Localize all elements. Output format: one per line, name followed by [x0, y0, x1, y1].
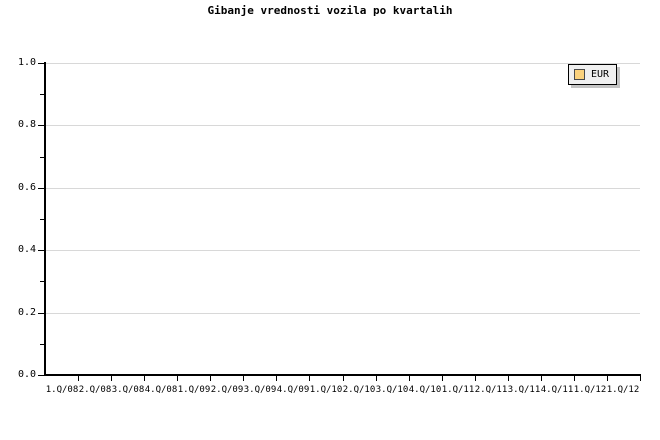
x-axis-label: 3.Q/08	[111, 385, 145, 395]
x-axis-label: 3.Q/10	[375, 385, 409, 395]
x-axis-label: 1.Q/12	[606, 385, 640, 395]
x-axis-label: 1.Q/09	[177, 385, 211, 395]
y-axis-tick-minor	[40, 156, 44, 158]
x-axis-tick	[475, 376, 476, 381]
legend-label: EUR	[591, 69, 610, 80]
gridline	[45, 125, 640, 127]
x-axis-label: 4.Q/10	[408, 385, 442, 395]
x-axis-label: 2.Q/08	[78, 385, 112, 395]
y-axis-label: 1.0	[17, 57, 36, 68]
gridline	[45, 63, 640, 64]
x-axis-label: 4.Q/09	[276, 385, 310, 395]
plot-area	[45, 63, 640, 375]
x-axis-tick	[409, 376, 410, 381]
x-axis-label: 1.Q/11	[441, 385, 475, 395]
y-axis-tick-major	[38, 250, 44, 252]
x-axis-label: 2.Q/10	[342, 385, 376, 395]
x-axis-label: 3.Q/11	[507, 385, 541, 395]
x-axis-tick	[177, 376, 178, 381]
x-axis-tick	[376, 376, 377, 381]
x-axis-tick	[607, 376, 608, 381]
y-axis-label-group: 0.0 0.2 0.4 0.6 0.8 1.0	[0, 0, 36, 440]
y-axis-tick-major	[38, 125, 44, 127]
y-axis-label: 0.0	[17, 369, 36, 380]
legend-box[interactable]: EUR	[568, 64, 618, 85]
x-axis-label: 2.Q/11	[474, 385, 508, 395]
x-axis-tick	[309, 376, 310, 381]
gridline	[45, 250, 640, 252]
y-axis-label: 0.6	[17, 181, 36, 193]
x-axis-label: 2.Q/09	[210, 385, 244, 395]
x-axis-tick	[144, 376, 145, 381]
y-axis-tick-minor	[40, 281, 44, 283]
x-axis-label: 3.Q/09	[243, 385, 277, 395]
x-axis-label: 1.Q/08	[45, 385, 79, 395]
x-axis-tick	[442, 376, 443, 381]
x-axis-tick	[210, 376, 211, 381]
y-axis-tick-minor	[40, 94, 44, 96]
x-axis-tick	[508, 376, 509, 381]
x-axis-tick	[343, 376, 344, 381]
chart-title: Gibanje vrednosti vozila po kvartalih	[207, 4, 453, 17]
x-axis-tick	[243, 376, 244, 381]
x-axis-tick	[276, 376, 277, 381]
x-axis-label: 1.Q/10	[309, 385, 343, 395]
y-axis-line	[44, 62, 46, 376]
gridline	[45, 312, 640, 314]
plot-background	[45, 63, 640, 375]
y-axis-tick-major	[38, 375, 44, 376]
x-axis-tick	[574, 376, 575, 381]
x-axis-tick	[78, 376, 79, 381]
gridline	[45, 187, 640, 189]
x-axis-tick	[111, 376, 112, 381]
x-axis-tick	[640, 376, 641, 381]
y-axis-label: 0.8	[17, 119, 36, 131]
y-axis-tick-minor	[40, 219, 44, 220]
y-axis-label: 0.2	[17, 306, 36, 318]
y-axis-tick-major	[38, 187, 44, 189]
y-axis-label: 0.4	[17, 244, 36, 256]
x-axis-tick	[541, 376, 542, 381]
legend-swatch-icon	[574, 69, 585, 80]
x-axis-line	[44, 374, 641, 376]
y-axis-tick-minor	[40, 343, 44, 345]
y-axis-tick-major	[38, 312, 44, 314]
x-axis-label: 1.Q/12	[573, 385, 607, 395]
y-axis-tick-major	[38, 63, 44, 64]
x-axis-label: 4.Q/08	[144, 385, 178, 395]
x-axis-label: 4.Q/11	[540, 385, 574, 395]
